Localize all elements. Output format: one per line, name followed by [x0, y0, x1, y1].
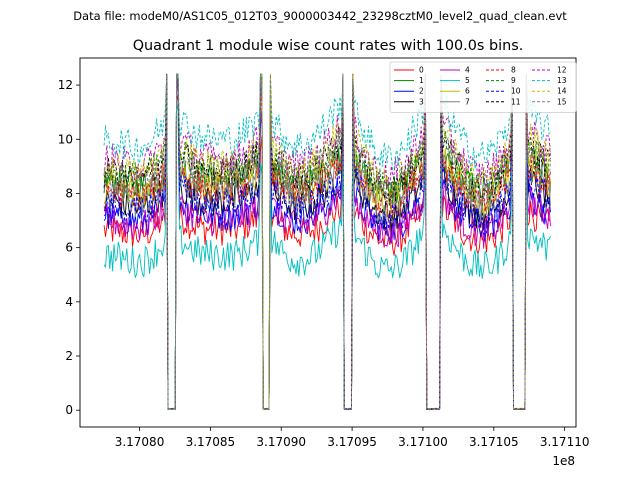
series-line-5 — [103, 103, 551, 411]
plot-area — [80, 58, 576, 427]
chart-title: Quadrant 1 module wise count rates with … — [133, 38, 524, 54]
x-tick-label: 3.17090 — [256, 435, 306, 449]
y-tick-label: 8 — [65, 186, 73, 200]
y-tick-label: 0 — [65, 403, 73, 417]
suptitle: Data file: modeM0/AS1C05_012T03_90000034… — [73, 9, 567, 23]
x-tick-label: 3.17110 — [540, 435, 590, 449]
legend-label-6: 6 — [465, 87, 470, 96]
series-line-15 — [103, 73, 551, 411]
legend-label-8: 8 — [511, 66, 516, 75]
y-tick-label: 6 — [65, 241, 73, 255]
legend-label-5: 5 — [465, 76, 470, 85]
legend-label-2: 2 — [419, 87, 424, 96]
legend-label-13: 13 — [557, 76, 567, 85]
x-tick-label: 3.17105 — [469, 435, 519, 449]
series-layer — [103, 73, 551, 411]
x-tick-label: 3.17080 — [115, 435, 165, 449]
legend-label-7: 7 — [465, 97, 470, 106]
x-tick-label: 3.17100 — [398, 435, 448, 449]
y-tick-label: 4 — [65, 295, 73, 309]
legend-label-14: 14 — [557, 87, 567, 96]
y-tick-label: 12 — [58, 78, 73, 92]
legend-label-12: 12 — [557, 66, 567, 75]
legend-label-1: 1 — [419, 76, 424, 85]
axes-layer: 3.17080 3.17085 3.17090 3.17095 3.17100 3.171… — [58, 78, 590, 449]
y-tick-label: 2 — [65, 349, 73, 363]
x-tick-label: 3.17095 — [327, 435, 377, 449]
legend-label-15: 15 — [557, 97, 567, 106]
legend-label-0: 0 — [419, 66, 424, 75]
legend-frame — [389, 61, 577, 113]
plot-frame — [79, 57, 577, 428]
series-line-13 — [103, 73, 551, 411]
x-offset-label: 1e8 — [552, 454, 575, 468]
legend-label-10: 10 — [511, 87, 521, 96]
x-tick-label: 3.17085 — [186, 435, 236, 449]
legend-label-3: 3 — [419, 97, 424, 106]
legend-label-9: 9 — [511, 76, 516, 85]
legend-label-4: 4 — [465, 66, 470, 75]
y-tick-label: 10 — [58, 132, 73, 146]
legend-label-11: 11 — [511, 97, 521, 106]
